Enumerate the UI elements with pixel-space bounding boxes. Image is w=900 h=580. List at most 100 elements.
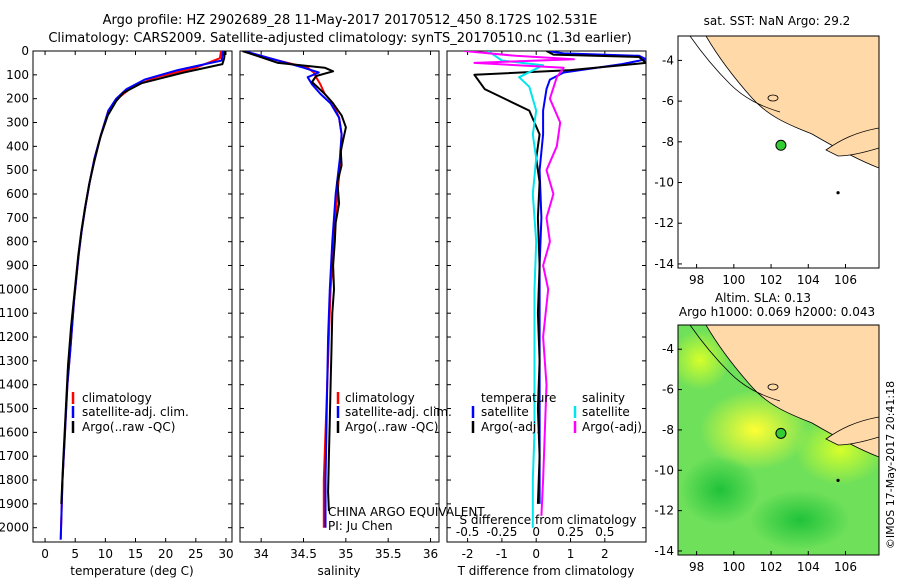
x-tick-label: 2 xyxy=(601,547,609,561)
temperature-plot-frame xyxy=(32,50,233,543)
argo-position-marker xyxy=(775,427,787,439)
y-tick-label: 1800 xyxy=(0,473,29,487)
figure-title-line1: Argo profile: HZ 2902689_28 11-May-2017 … xyxy=(103,13,598,28)
y-tick-label: 700 xyxy=(6,211,29,225)
x-tick-label: 1 xyxy=(567,547,575,561)
legend-label-s-satellite: satellite xyxy=(582,405,630,419)
x-tick-label: 5 xyxy=(71,547,79,561)
y-tick-label: 800 xyxy=(6,235,29,249)
map1-markers xyxy=(775,139,840,195)
y-tick-label: 1300 xyxy=(0,354,29,368)
y-tick-label: 2000 xyxy=(0,521,29,535)
map-x-tick-label: 104 xyxy=(797,273,820,287)
float-owner-annotation: CHINA ARGO EQUIVALENT xyxy=(328,505,485,519)
map2-island xyxy=(767,383,779,391)
map-y-tick-label: -4 xyxy=(662,342,674,356)
map2-title-line2: Argo h1000: 0.069 h2000: 0.043 xyxy=(679,305,875,319)
map-x-tick-label: 102 xyxy=(760,273,783,287)
y-tick-label: 900 xyxy=(6,259,29,273)
x2-tick-label: 0.5 xyxy=(595,525,614,539)
map-x-tick-label: 102 xyxy=(760,560,783,574)
y-tick-label: 0 xyxy=(21,44,29,58)
map-y-tick-label: -14 xyxy=(654,544,674,558)
legend-label-t-argo: Argo(-adj) xyxy=(481,420,541,434)
legend-label-climatology: climatology xyxy=(345,391,415,405)
map1-axes: 98 100 102 104 106 -4 -6 -8 -10 -12 -14 xyxy=(654,53,857,287)
island-marker xyxy=(836,191,840,195)
legend-title-salinity: salinity xyxy=(582,391,625,405)
map-y-tick-label: -4 xyxy=(662,53,674,67)
map-x-tick-label: 100 xyxy=(722,273,745,287)
map2-axes: 98 100 102 104 106 -4 -6 -8 -10 -12 -14 xyxy=(654,342,857,574)
x-tick-label: 35.5 xyxy=(375,547,402,561)
x2-tick-label: -0.25 xyxy=(486,525,517,539)
x-tick-label: 35 xyxy=(338,547,353,561)
x-tick-label: 30 xyxy=(218,547,233,561)
x-tick-label: 20 xyxy=(158,547,173,561)
x2-tick-label: 0 xyxy=(532,525,540,539)
legend-label-s-argo: Argo(-adj) xyxy=(582,420,642,434)
map-y-tick-label: -10 xyxy=(654,176,674,190)
x-tick-label: 0 xyxy=(532,547,540,561)
map-y-tick-label: -8 xyxy=(662,423,674,437)
map1-title: sat. SST: NaN Argo: 29.2 xyxy=(704,14,851,28)
map-y-tick-label: -6 xyxy=(662,383,674,397)
map2-land-sumatra xyxy=(678,325,879,458)
legend-label-satellite: satellite-adj. clim. xyxy=(82,405,189,419)
map-y-tick-label: -14 xyxy=(654,257,674,271)
y-tick-label: 1700 xyxy=(0,449,29,463)
legend-label-t-satellite: satellite xyxy=(481,405,529,419)
legend-label-satellite: satellite-adj. clim. xyxy=(345,405,452,419)
island-marker xyxy=(836,478,840,482)
legend-title-temperature: temperature xyxy=(481,391,556,405)
argo-position-marker xyxy=(775,139,787,151)
x2-tick-label: 0.25 xyxy=(557,525,584,539)
x-tick-label: -1 xyxy=(496,547,508,561)
series-line-satellite xyxy=(538,51,646,504)
map2-markers xyxy=(775,427,840,482)
y-tick-label: 100 xyxy=(6,68,29,82)
map2-sla-low xyxy=(680,455,760,525)
y-tick-label: 400 xyxy=(6,139,29,153)
x-tick-label: 34.5 xyxy=(290,547,317,561)
map2-sla-mid xyxy=(678,330,730,390)
y-tick-label: 1600 xyxy=(0,425,29,439)
imos-watermark: ©IMOS 17-May-2017 20:41:18 xyxy=(884,381,897,549)
temperature-xlabel: temperature (deg C) xyxy=(70,564,193,578)
map2-frame xyxy=(677,324,880,556)
map2-land-java xyxy=(825,416,879,446)
map-y-tick-label: -12 xyxy=(654,504,674,518)
temperature-axes: 0100200300400500600700800900100011001200… xyxy=(0,44,234,561)
map-x-tick-label: 98 xyxy=(689,560,704,574)
map-x-tick-label: 106 xyxy=(834,273,857,287)
x-tick-label: 25 xyxy=(188,547,203,561)
y-tick-label: 200 xyxy=(6,92,29,106)
x-tick-label: 10 xyxy=(98,547,113,561)
map-y-tick-label: -6 xyxy=(662,94,674,108)
map1-bathymetry-contour xyxy=(689,36,781,113)
x-tick-label: 15 xyxy=(128,547,143,561)
y-tick-label: 1000 xyxy=(0,282,29,296)
map1-area xyxy=(678,36,879,268)
temperature-series xyxy=(59,51,226,540)
map2-title-line1: Altim. SLA: 0.13 xyxy=(715,291,811,305)
salinity-series xyxy=(242,51,347,528)
y-tick-label: 1400 xyxy=(0,378,29,392)
difference-series xyxy=(464,51,646,528)
principal-investigator-annotation: PI: Ju Chen xyxy=(328,519,393,533)
series-line-argo xyxy=(473,51,646,504)
x2-tick-label: -0.5 xyxy=(456,525,479,539)
x-tick-label: -2 xyxy=(462,547,474,561)
salinity-axes: 34 34.5 35 35.5 36 xyxy=(240,50,439,561)
map-x-tick-label: 104 xyxy=(797,560,820,574)
legend-label-argo: Argo(..raw -QC) xyxy=(82,420,175,434)
x-tick-label: 0 xyxy=(41,547,49,561)
map1-land-sumatra xyxy=(678,36,879,169)
y-tick-label: 1200 xyxy=(0,330,29,344)
series-line-sal_satellite xyxy=(487,51,545,528)
salinity-xlabel: salinity xyxy=(317,564,360,578)
series-line-argo xyxy=(60,51,226,504)
x-tick-label: 36 xyxy=(423,547,438,561)
map-y-tick-label: -8 xyxy=(662,135,674,149)
